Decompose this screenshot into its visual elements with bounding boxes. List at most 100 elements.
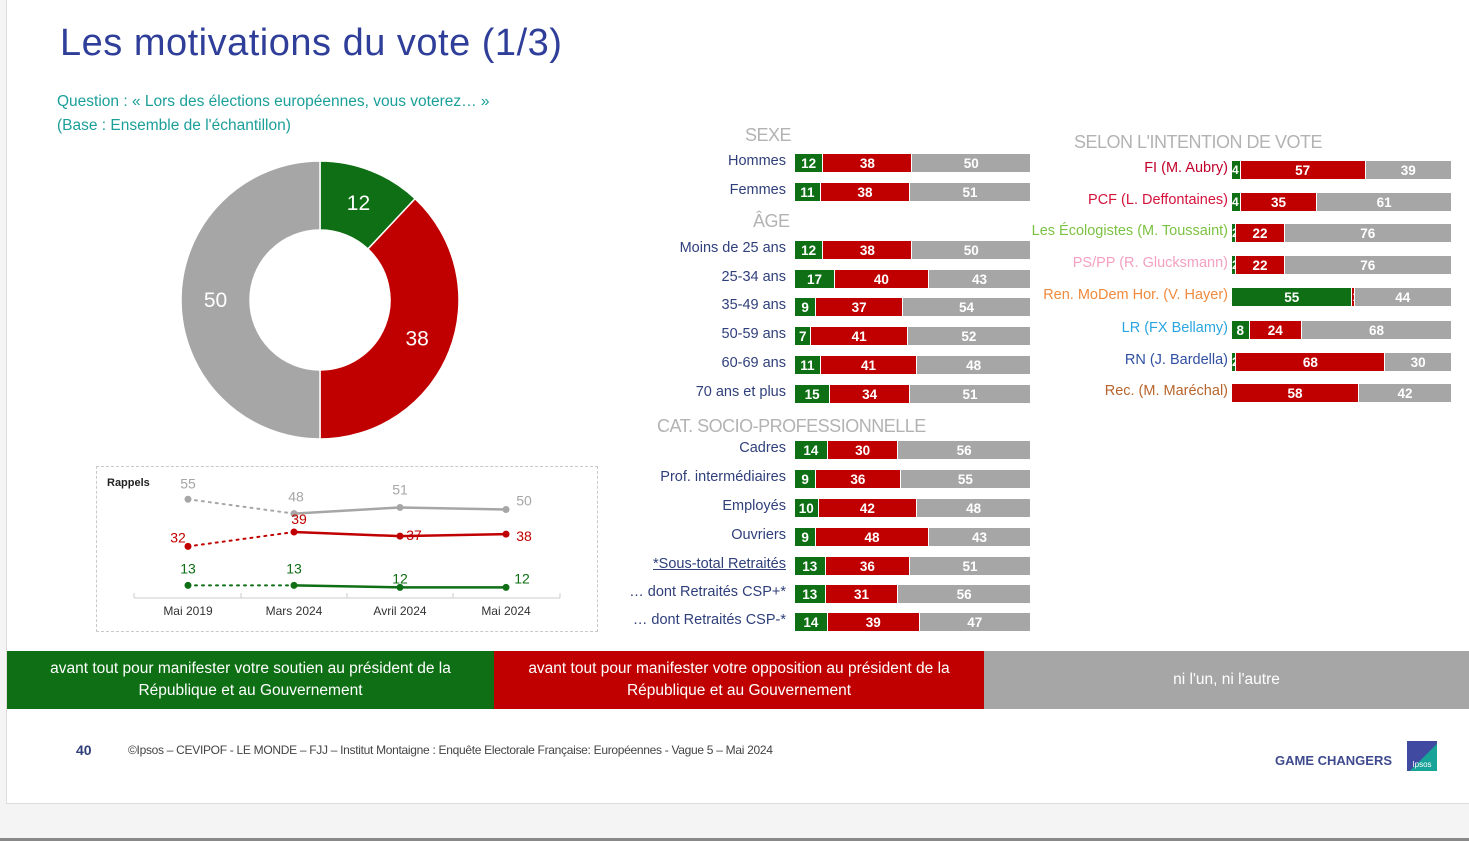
point-label-opposition: 39 <box>291 511 307 527</box>
bar-segment-opposition: 24 <box>1249 321 1303 339</box>
bar-segment-soutien: 4 <box>1232 193 1241 211</box>
bar-segment-soutien: 11 <box>795 183 821 201</box>
bar-segment-soutien: 55 <box>1232 288 1353 306</box>
point-label-opposition: 37 <box>406 527 422 543</box>
bar-segment-soutien: 8 <box>1232 321 1250 339</box>
row-label: 35-49 ans <box>721 297 787 313</box>
point-label-opposition: 32 <box>170 529 186 545</box>
stacked-bar: 11 38 51 <box>795 183 1030 201</box>
stacked-bar: 4 35 61 <box>1232 193 1451 211</box>
bar-segment-soutien: 9 <box>795 528 817 546</box>
bar-segment-soutien: 14 <box>795 441 828 459</box>
bar-segment-opposition: 41 <box>820 356 918 374</box>
rappels-line-chart: Mai 2019 Mars 2024 Avril 2024 Mai 2024 55 48 5… <box>133 475 561 618</box>
legend-opposition-text: avant tout pour manifester votre opposit… <box>528 660 950 699</box>
x-tick-label: Mai 2019 <box>163 604 213 618</box>
bar-segment-ni: 76 <box>1284 256 1451 274</box>
bar-segment-soutien: 7 <box>795 327 812 345</box>
row-label: Les Écologistes (M. Toussaint) <box>1031 223 1228 239</box>
bar-segment-opposition: 40 <box>834 270 929 288</box>
stacked-bar: 14 30 56 <box>795 441 1030 459</box>
bar-segment-ni: 52 <box>907 327 1030 345</box>
bar-segment-soutien: 12 <box>795 241 824 259</box>
bar-segment-opposition: 48 <box>816 528 929 546</box>
bar-segment-ni: 51 <box>910 557 1030 575</box>
stacked-bar: 9 36 55 <box>795 470 1030 488</box>
point-opposition <box>290 528 298 536</box>
bar-segment-ni: 42 <box>1359 384 1451 402</box>
stacked-bar: 8 24 68 <box>1232 321 1451 339</box>
bar-segment-ni: 44 <box>1354 288 1451 306</box>
base-line: (Base : Ensemble de l'échantillon) <box>57 117 291 134</box>
stacked-bar: 4 57 39 <box>1232 161 1451 179</box>
bar-segment-opposition: 58 <box>1232 384 1360 402</box>
bar-segment-ni: 56 <box>898 585 1030 603</box>
stacked-bar: 15 34 51 <box>795 385 1030 403</box>
bar-segment-ni: 50 <box>912 241 1030 259</box>
stacked-bar: 9 48 43 <box>795 528 1030 546</box>
bar-segment-ni: 68 <box>1302 321 1451 339</box>
section-title: SEXE <box>745 125 792 145</box>
row-label: Ouvriers <box>731 527 786 543</box>
row-label: 60-69 ans <box>721 355 787 371</box>
question-text: Question : « Lors des élections européen… <box>57 90 490 138</box>
point-ni <box>290 510 298 518</box>
point-ni <box>184 495 192 503</box>
donut-slice-opposition <box>319 197 460 440</box>
bar-segment-opposition: 22 <box>1236 224 1285 242</box>
row-label: 50-59 ans <box>721 326 787 342</box>
bar-segment-soutien: 13 <box>795 585 826 603</box>
stacked-bar: 12 38 50 <box>795 241 1030 259</box>
bar-segment-soutien: 2 <box>1232 256 1239 274</box>
bar-segment-ni: 50 <box>912 154 1030 172</box>
x-tick-label: Mars 2024 <box>266 604 323 618</box>
bar-segment-ni: 47 <box>919 613 1030 631</box>
stacked-bar: 10 42 48 <box>795 499 1030 517</box>
rappels-box: Rappels <box>96 466 598 632</box>
bar-segment-ni: 39 <box>1365 161 1451 179</box>
bar-segment-soutien: 13 <box>795 557 826 575</box>
page-title: Les motivations du vote (1/3) <box>60 22 563 64</box>
row-label: Ren. MoDem Hor. (V. Hayer) <box>1043 287 1228 303</box>
bar-segment-ni: 48 <box>917 499 1030 517</box>
point-label-soutien: 13 <box>286 560 302 576</box>
row-label: FI (M. Aubry) <box>1144 160 1228 176</box>
bar-segment-soutien: 9 <box>795 470 817 488</box>
bar-segment-opposition: 35 <box>1240 193 1318 211</box>
bar-segment-ni: 43 <box>928 270 1030 288</box>
row-label: … dont Retraités CSP+* <box>629 584 786 600</box>
row-label: … dont Retraités CSP-* <box>632 612 786 628</box>
x-tick-label: Avril 2024 <box>373 604 426 618</box>
line-ni-dotted <box>187 498 295 515</box>
point-opposition <box>502 530 510 538</box>
row-label: 25-34 ans <box>721 269 787 285</box>
bar-segment-opposition: 36 <box>825 557 911 575</box>
bottom-border <box>0 838 1469 841</box>
bar-segment-opposition: 38 <box>823 154 913 172</box>
point-label-soutien: 13 <box>180 560 196 576</box>
bar-segment-soutien: 14 <box>795 613 828 631</box>
x-tick-label: Mai 2024 <box>481 604 531 618</box>
point-label-soutien: 12 <box>392 570 408 586</box>
point-label-opposition: 38 <box>516 528 532 544</box>
row-label: Rec. (M. Maréchal) <box>1104 383 1228 399</box>
stacked-bar: 13 36 51 <box>795 557 1030 575</box>
legend-soutien-text: avant tout pour manifester votre soutien… <box>50 660 451 699</box>
bar-segment-ni: 43 <box>928 528 1030 546</box>
point-soutien <box>502 583 510 591</box>
bar-segment-soutien: 10 <box>795 499 819 517</box>
donut-label-ni: 50 <box>204 289 227 312</box>
bar-segment-soutien: 15 <box>795 385 831 403</box>
bar-segment-ni: 51 <box>910 385 1030 403</box>
legend-ni-text: ni l'un, ni l'autre <box>1173 671 1280 688</box>
row-label: Hommes <box>727 153 786 169</box>
bar-segment-opposition: 38 <box>823 241 913 259</box>
bar-segment-opposition: 34 <box>830 385 911 403</box>
row-label: Employés <box>722 498 786 514</box>
row-label: Femmes <box>729 182 786 198</box>
bar-segment-opposition: 57 <box>1240 161 1366 179</box>
row-label: 70 ans et plus <box>695 384 786 400</box>
point-label-ni: 50 <box>516 493 532 509</box>
section-title: ÂGE <box>753 211 790 231</box>
stacked-bar: 2 22 76 <box>1232 224 1451 242</box>
